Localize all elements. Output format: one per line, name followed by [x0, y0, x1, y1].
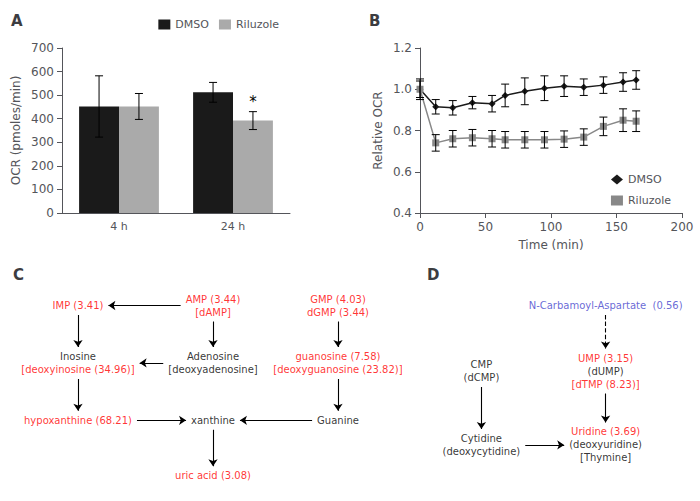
- svg-text:700: 700: [31, 41, 54, 55]
- svg-text:200: 200: [31, 159, 54, 173]
- svg-text:Riluzole: Riluzole: [236, 18, 279, 31]
- svg-text:(dCMP): (dCMP): [464, 372, 500, 383]
- svg-text:CMP: CMP: [471, 359, 493, 370]
- svg-text:Guanine: Guanine: [317, 415, 359, 426]
- svg-text:(dUMP): (dUMP): [588, 366, 624, 377]
- svg-text:xanthine: xanthine: [191, 415, 235, 426]
- svg-text:DMSO: DMSO: [175, 18, 209, 31]
- svg-text:4 h: 4 h: [110, 220, 127, 233]
- svg-text:0.4: 0.4: [393, 206, 412, 220]
- svg-text:IMP (3.41): IMP (3.41): [53, 300, 104, 311]
- svg-text:150: 150: [605, 220, 628, 234]
- svg-text:0.6: 0.6: [393, 165, 412, 179]
- svg-text:300: 300: [31, 135, 54, 149]
- svg-text:600: 600: [31, 65, 54, 79]
- svg-text:C: C: [13, 266, 24, 284]
- svg-text:GMP (4.03): GMP (4.03): [310, 294, 366, 305]
- svg-text:400: 400: [31, 112, 54, 126]
- svg-text:Relative OCR: Relative OCR: [371, 91, 385, 169]
- svg-text:B: B: [369, 12, 380, 30]
- svg-text:500: 500: [31, 88, 54, 102]
- svg-text:[deoxyinosine (34.96)]: [deoxyinosine (34.96)]: [21, 364, 134, 375]
- svg-text:dGMP (3.44): dGMP (3.44): [307, 307, 369, 318]
- svg-text:AMP (3.44): AMP (3.44): [186, 294, 241, 305]
- svg-text:*: *: [249, 93, 257, 111]
- svg-text:hypoxanthine (68.21): hypoxanthine (68.21): [24, 415, 132, 426]
- svg-text:50: 50: [478, 220, 493, 234]
- svg-text:100: 100: [540, 220, 563, 234]
- svg-text:1.2: 1.2: [393, 41, 412, 55]
- svg-text:[dTMP (8.23)]: [dTMP (8.23)]: [572, 379, 640, 390]
- svg-text:(deoxycytidine): (deoxycytidine): [443, 446, 521, 457]
- svg-text:UMP (3.15): UMP (3.15): [578, 353, 633, 364]
- svg-text:(deoxyuridine): (deoxyuridine): [569, 439, 642, 450]
- svg-text:[dAMP]: [dAMP]: [195, 307, 231, 318]
- svg-text:D: D: [427, 266, 439, 284]
- svg-text:[deoxyguanosine (23.82)]: [deoxyguanosine (23.82)]: [273, 364, 402, 375]
- svg-text:N-Carbamoyl-Aspartate (0.56): N-Carbamoyl-Aspartate (0.56): [529, 300, 683, 311]
- svg-text:guanosine (7.58): guanosine (7.58): [296, 351, 381, 362]
- svg-text:0: 0: [416, 220, 424, 234]
- svg-text:OCR (pmoles/min): OCR (pmoles/min): [9, 76, 23, 186]
- svg-text:[Thymine]: [Thymine]: [580, 452, 631, 463]
- svg-text:A: A: [11, 12, 23, 30]
- svg-text:100: 100: [31, 182, 54, 196]
- svg-text:200: 200: [671, 220, 694, 234]
- svg-text:[deoxyadenosine]: [deoxyadenosine]: [168, 364, 258, 375]
- svg-text:0.8: 0.8: [393, 124, 412, 138]
- svg-text:Cytidine: Cytidine: [461, 433, 502, 444]
- svg-text:1.0: 1.0: [393, 82, 412, 96]
- svg-text:Riluzole: Riluzole: [628, 194, 671, 207]
- svg-text:uric acid (3.08): uric acid (3.08): [175, 470, 251, 481]
- svg-text:Inosine: Inosine: [60, 351, 96, 362]
- svg-text:0: 0: [46, 206, 54, 220]
- svg-text:Uridine (3.69): Uridine (3.69): [571, 426, 640, 437]
- svg-text:Time (min): Time (min): [517, 238, 583, 252]
- svg-text:Adenosine: Adenosine: [187, 351, 239, 362]
- svg-text:DMSO: DMSO: [628, 173, 662, 186]
- svg-text:24 h: 24 h: [221, 220, 245, 233]
